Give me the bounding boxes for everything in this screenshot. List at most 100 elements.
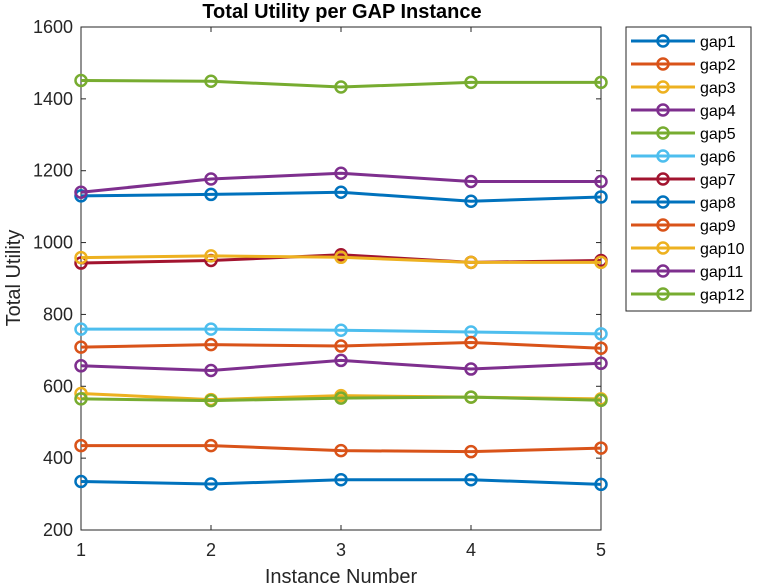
data-point [334,443,348,458]
data-point [74,359,88,373]
data-point [204,172,218,186]
data-point [594,190,608,204]
data-point [334,323,348,337]
data-point [594,255,608,270]
legend-item-gap12: gap12 [631,287,745,304]
data-point [594,441,608,455]
data-point [594,393,608,408]
x-tick-label: 2 [206,540,216,560]
legend-label: gap12 [700,287,745,304]
legend-swatch-marker [656,34,670,48]
series-gap10 [74,249,608,270]
data-point [594,341,608,355]
y-tick-label: 1600 [33,17,73,37]
data-point [74,322,88,336]
series-gap2 [74,438,608,459]
data-point [334,391,348,405]
y-tick-label: 400 [43,448,73,468]
plot-frame [80,26,602,531]
data-point [204,322,218,336]
data-point [334,80,348,94]
data-point [594,174,608,189]
data-point [464,362,478,376]
legend: gap1 gap2 gap3 gap4 gap5 gap6 gap7 gap8 gap9 gap1… [625,26,752,312]
y-tick-label: 1000 [33,233,73,253]
legend-item-gap9: gap9 [631,218,736,235]
data-point [464,444,478,459]
series-line [80,171,601,194]
legend-item-gap6: gap6 [631,149,736,166]
legend-item-gap11: gap11 [631,264,743,281]
legend-swatch-marker [656,264,670,278]
data-point [464,174,478,189]
legend-label: gap6 [700,149,736,166]
series-line [81,327,602,336]
x-tick-label: 5 [596,540,606,560]
series-gap4 [74,353,608,378]
legend-label: gap9 [700,218,736,235]
data-point [204,393,218,408]
y-tick-label: 600 [43,376,73,396]
y-tick-label: 1200 [33,161,73,181]
series-gap11 [74,166,608,200]
y-tick-label: 200 [43,520,73,540]
series-gap5 [74,390,608,408]
data-point [204,249,218,263]
data-point [204,74,218,89]
data-point [334,472,348,487]
x-tick-label: 1 [76,540,86,560]
x-axis-label: Instance Number [265,566,418,586]
data-point [204,363,218,378]
x-axis: 1 2 3 4 5 [76,27,606,560]
data-point [594,75,608,90]
data-point [464,255,478,270]
legend-swatch-marker [656,195,670,209]
plot-area [80,26,602,531]
legend-swatch-marker [656,126,670,140]
data-point [204,477,218,491]
data-point [464,390,478,404]
legend-item-gap1: gap1 [631,34,736,51]
legend-swatch-marker [656,80,670,94]
legend-item-gap2: gap2 [631,57,736,74]
data-point [74,340,88,354]
data-point [464,194,478,209]
data-point [464,472,478,487]
y-axis: 200 400 600 800 1000 1200 1400 1600 [33,17,601,540]
legend-item-gap5: gap5 [631,126,736,143]
legend-label: gap11 [700,264,743,281]
legend-label: gap4 [700,103,736,120]
legend-swatch-marker [656,241,670,255]
series-line [80,79,601,89]
series-line [80,478,602,486]
data-point [334,166,348,180]
series-line [80,254,601,264]
legend-item-gap10: gap10 [631,241,745,258]
data-point [594,356,608,371]
legend-swatch-marker [656,103,670,117]
series-line [81,444,602,454]
data-point [74,250,88,265]
data-point [334,353,348,368]
y-tick-label: 1400 [33,89,73,109]
series-line [80,190,602,203]
data-point [74,185,88,200]
legend-swatch-marker [656,287,670,301]
data-point [74,438,88,453]
chart-title: Total Utility per GAP Instance [202,1,481,23]
data-point [204,438,218,453]
legend-label: gap1 [700,34,736,51]
series-line [80,358,602,372]
legend-box [625,26,752,312]
series-gap6 [74,322,608,341]
x-tick-label: 3 [336,540,346,560]
data-point [464,335,478,350]
legend-item-gap4: gap4 [631,103,736,120]
legend-label: gap7 [700,172,736,189]
x-tick-label: 4 [466,540,476,560]
data-point [204,337,218,352]
data-point [74,73,88,88]
legend-swatch-marker [656,149,670,163]
series-gap1 [74,472,608,492]
